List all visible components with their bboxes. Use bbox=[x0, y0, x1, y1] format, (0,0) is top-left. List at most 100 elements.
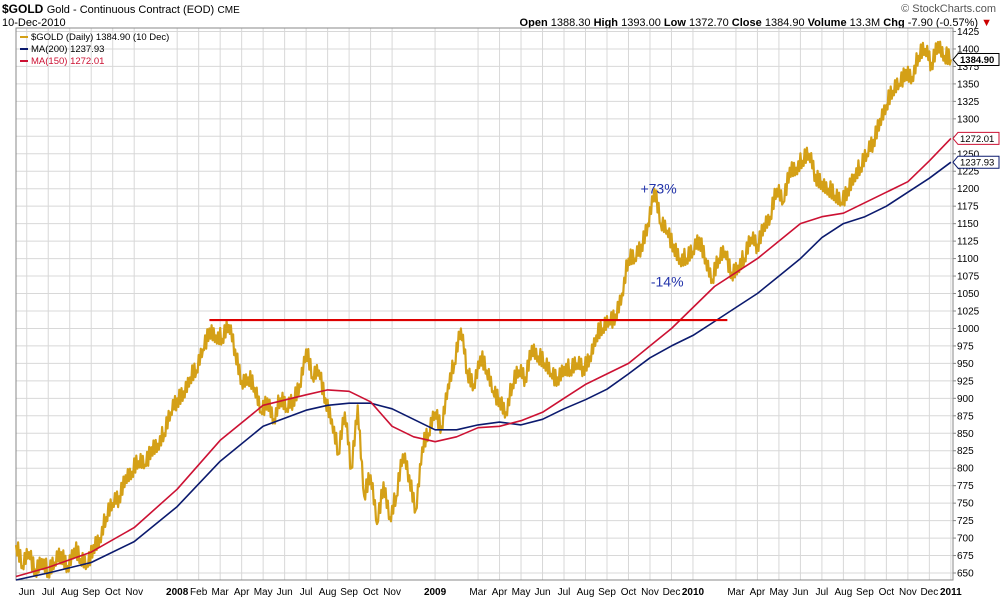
x-tick-label: Aug bbox=[61, 587, 79, 598]
x-tick-label: Sep bbox=[856, 587, 874, 598]
y-tick-label: 900 bbox=[957, 394, 974, 405]
series-line-ma150 bbox=[15, 137, 952, 578]
brand-label[interactable]: © StockCharts.com bbox=[901, 3, 996, 15]
y-tick-label: 1150 bbox=[957, 219, 979, 230]
x-tick-label: Jul bbox=[42, 587, 55, 598]
x-tick-label: May bbox=[254, 587, 273, 598]
x-tick-label: Mar bbox=[212, 587, 230, 598]
y-tick-label: 1025 bbox=[957, 306, 980, 317]
x-tick-label: Aug bbox=[319, 587, 337, 598]
date-label: 10-Dec-2010 bbox=[2, 17, 66, 29]
series-line-price bbox=[14, 40, 952, 579]
volume-value: 13.3M bbox=[849, 17, 881, 29]
y-tick-label: 1375 bbox=[957, 62, 980, 73]
high-value: 1393.00 bbox=[621, 17, 661, 29]
value-tag-ma150: 1272.01 bbox=[960, 134, 994, 145]
y-tick-label: 1350 bbox=[957, 79, 980, 90]
x-tick-label: 2010 bbox=[682, 587, 705, 598]
value-tag-box-ma200 bbox=[952, 155, 1000, 169]
annotations: +73% -14% bbox=[640, 181, 683, 290]
x-tick-label: Dec bbox=[920, 587, 938, 598]
exchange-label: CME bbox=[217, 5, 240, 16]
x-tick-label: Jun bbox=[792, 587, 808, 598]
open-value: 1388.30 bbox=[550, 17, 591, 29]
last-value-tags: 1384.90 1272.01 1237.93 bbox=[952, 53, 1000, 169]
legend-entry-ma150: MA(150) 1272.01 bbox=[31, 56, 104, 67]
annotation-label: +73% bbox=[640, 181, 676, 197]
y-tick-label: 950 bbox=[957, 359, 974, 370]
y-tick-label: 1175 bbox=[957, 202, 979, 213]
y-tick-label: 925 bbox=[957, 376, 974, 387]
y-tick-label: 825 bbox=[957, 446, 974, 457]
x-tick-label: May bbox=[512, 587, 531, 598]
x-tick-label: Nov bbox=[899, 587, 917, 598]
y-tick-label: 1425 bbox=[957, 27, 980, 38]
value-tag-box-price bbox=[952, 53, 1000, 67]
y-tick-label: 675 bbox=[957, 551, 974, 562]
legend-entry-price: $GOLD (Daily) 1384.90 (10 Dec) bbox=[31, 32, 169, 43]
x-tick-label: Oct bbox=[363, 587, 379, 598]
x-tick-label: Nov bbox=[383, 587, 401, 598]
legend: $GOLD (Daily) 1384.90 (10 Dec)MA(200) 12… bbox=[20, 32, 169, 67]
y-tick-label: 1125 bbox=[957, 237, 979, 248]
symbol-label: $GOLD bbox=[2, 2, 44, 16]
close-value: 1384.90 bbox=[764, 17, 805, 29]
y-axis: 650 675 700 725 750 775 800 825 850 875 900 925 950 9… bbox=[953, 27, 980, 580]
value-tag-ma200: 1237.93 bbox=[960, 158, 994, 169]
open-label: Open bbox=[519, 17, 548, 29]
x-tick-label: Sep bbox=[340, 587, 358, 598]
y-tick-label: 1075 bbox=[957, 272, 980, 283]
x-tick-label: Jun bbox=[277, 587, 293, 598]
x-axis: Jun Jul Aug Sep Oct Nov 2008 Feb Mar Apr May Jun Jul… bbox=[19, 587, 962, 598]
plot-frame bbox=[15, 27, 954, 581]
grid bbox=[16, 28, 953, 580]
x-tick-label: Sep bbox=[82, 587, 100, 598]
y-tick-label: 1300 bbox=[957, 114, 980, 125]
y-tick-label: 875 bbox=[957, 411, 974, 422]
value-tag-price: 1384.90 bbox=[960, 55, 994, 66]
x-tick-label: Mar bbox=[469, 587, 487, 598]
series-line-ma200 bbox=[15, 161, 952, 581]
x-tick-label: May bbox=[769, 587, 788, 598]
volume-label: Volume bbox=[807, 17, 847, 29]
y-tick-label: 1400 bbox=[957, 44, 980, 55]
chg-label: Chg bbox=[883, 17, 905, 29]
y-tick-label: 1250 bbox=[957, 149, 980, 160]
y-tick-label: 975 bbox=[957, 341, 974, 352]
x-tick-label: Apr bbox=[492, 587, 508, 598]
description-label: Gold - Continuous Contract (EOD) bbox=[46, 4, 215, 16]
y-tick-label: 1225 bbox=[957, 167, 980, 178]
chart-title: $GOLD Gold - Continuous Contract (EOD) C… bbox=[2, 3, 240, 17]
x-tick-label: Oct bbox=[621, 587, 637, 598]
x-tick-label: Nov bbox=[125, 587, 143, 598]
x-tick-label: Apr bbox=[234, 587, 250, 598]
series-lines bbox=[14, 40, 952, 581]
x-tick-label: Jul bbox=[558, 587, 571, 598]
x-tick-label: 2008 bbox=[166, 587, 189, 598]
y-tick-label: 750 bbox=[957, 499, 974, 510]
x-tick-label: 2011 bbox=[940, 587, 962, 598]
y-tick-label: 1325 bbox=[957, 97, 980, 108]
low-value: 1372.70 bbox=[688, 17, 729, 29]
x-tick-label: Oct bbox=[105, 587, 121, 598]
high-label: High bbox=[593, 17, 619, 29]
y-tick-label: 725 bbox=[957, 516, 974, 527]
y-tick-label: 1200 bbox=[957, 184, 980, 195]
ohlc-readout: Open 1388.30 High 1393.00 Low 1372.70 Cl… bbox=[520, 17, 992, 29]
x-tick-label: Jul bbox=[816, 587, 829, 598]
annotation-label: -14% bbox=[651, 274, 684, 290]
x-tick-label: Sep bbox=[598, 587, 616, 598]
chg-value: -7.90 (-0.57%) bbox=[907, 17, 979, 29]
y-tick-label: 775 bbox=[957, 481, 974, 492]
y-tick-label: 700 bbox=[957, 534, 974, 545]
low-label: Low bbox=[663, 17, 686, 29]
y-tick-label: 850 bbox=[957, 429, 974, 440]
value-tag-box-ma150 bbox=[952, 131, 1000, 145]
x-tick-label: Aug bbox=[577, 587, 595, 598]
legend-entry-ma200: MA(200) 1237.93 bbox=[31, 44, 104, 55]
x-tick-label: Dec bbox=[663, 587, 681, 598]
y-tick-label: 1050 bbox=[957, 289, 980, 300]
x-tick-label: Nov bbox=[641, 587, 659, 598]
x-tick-label: Jun bbox=[534, 587, 550, 598]
